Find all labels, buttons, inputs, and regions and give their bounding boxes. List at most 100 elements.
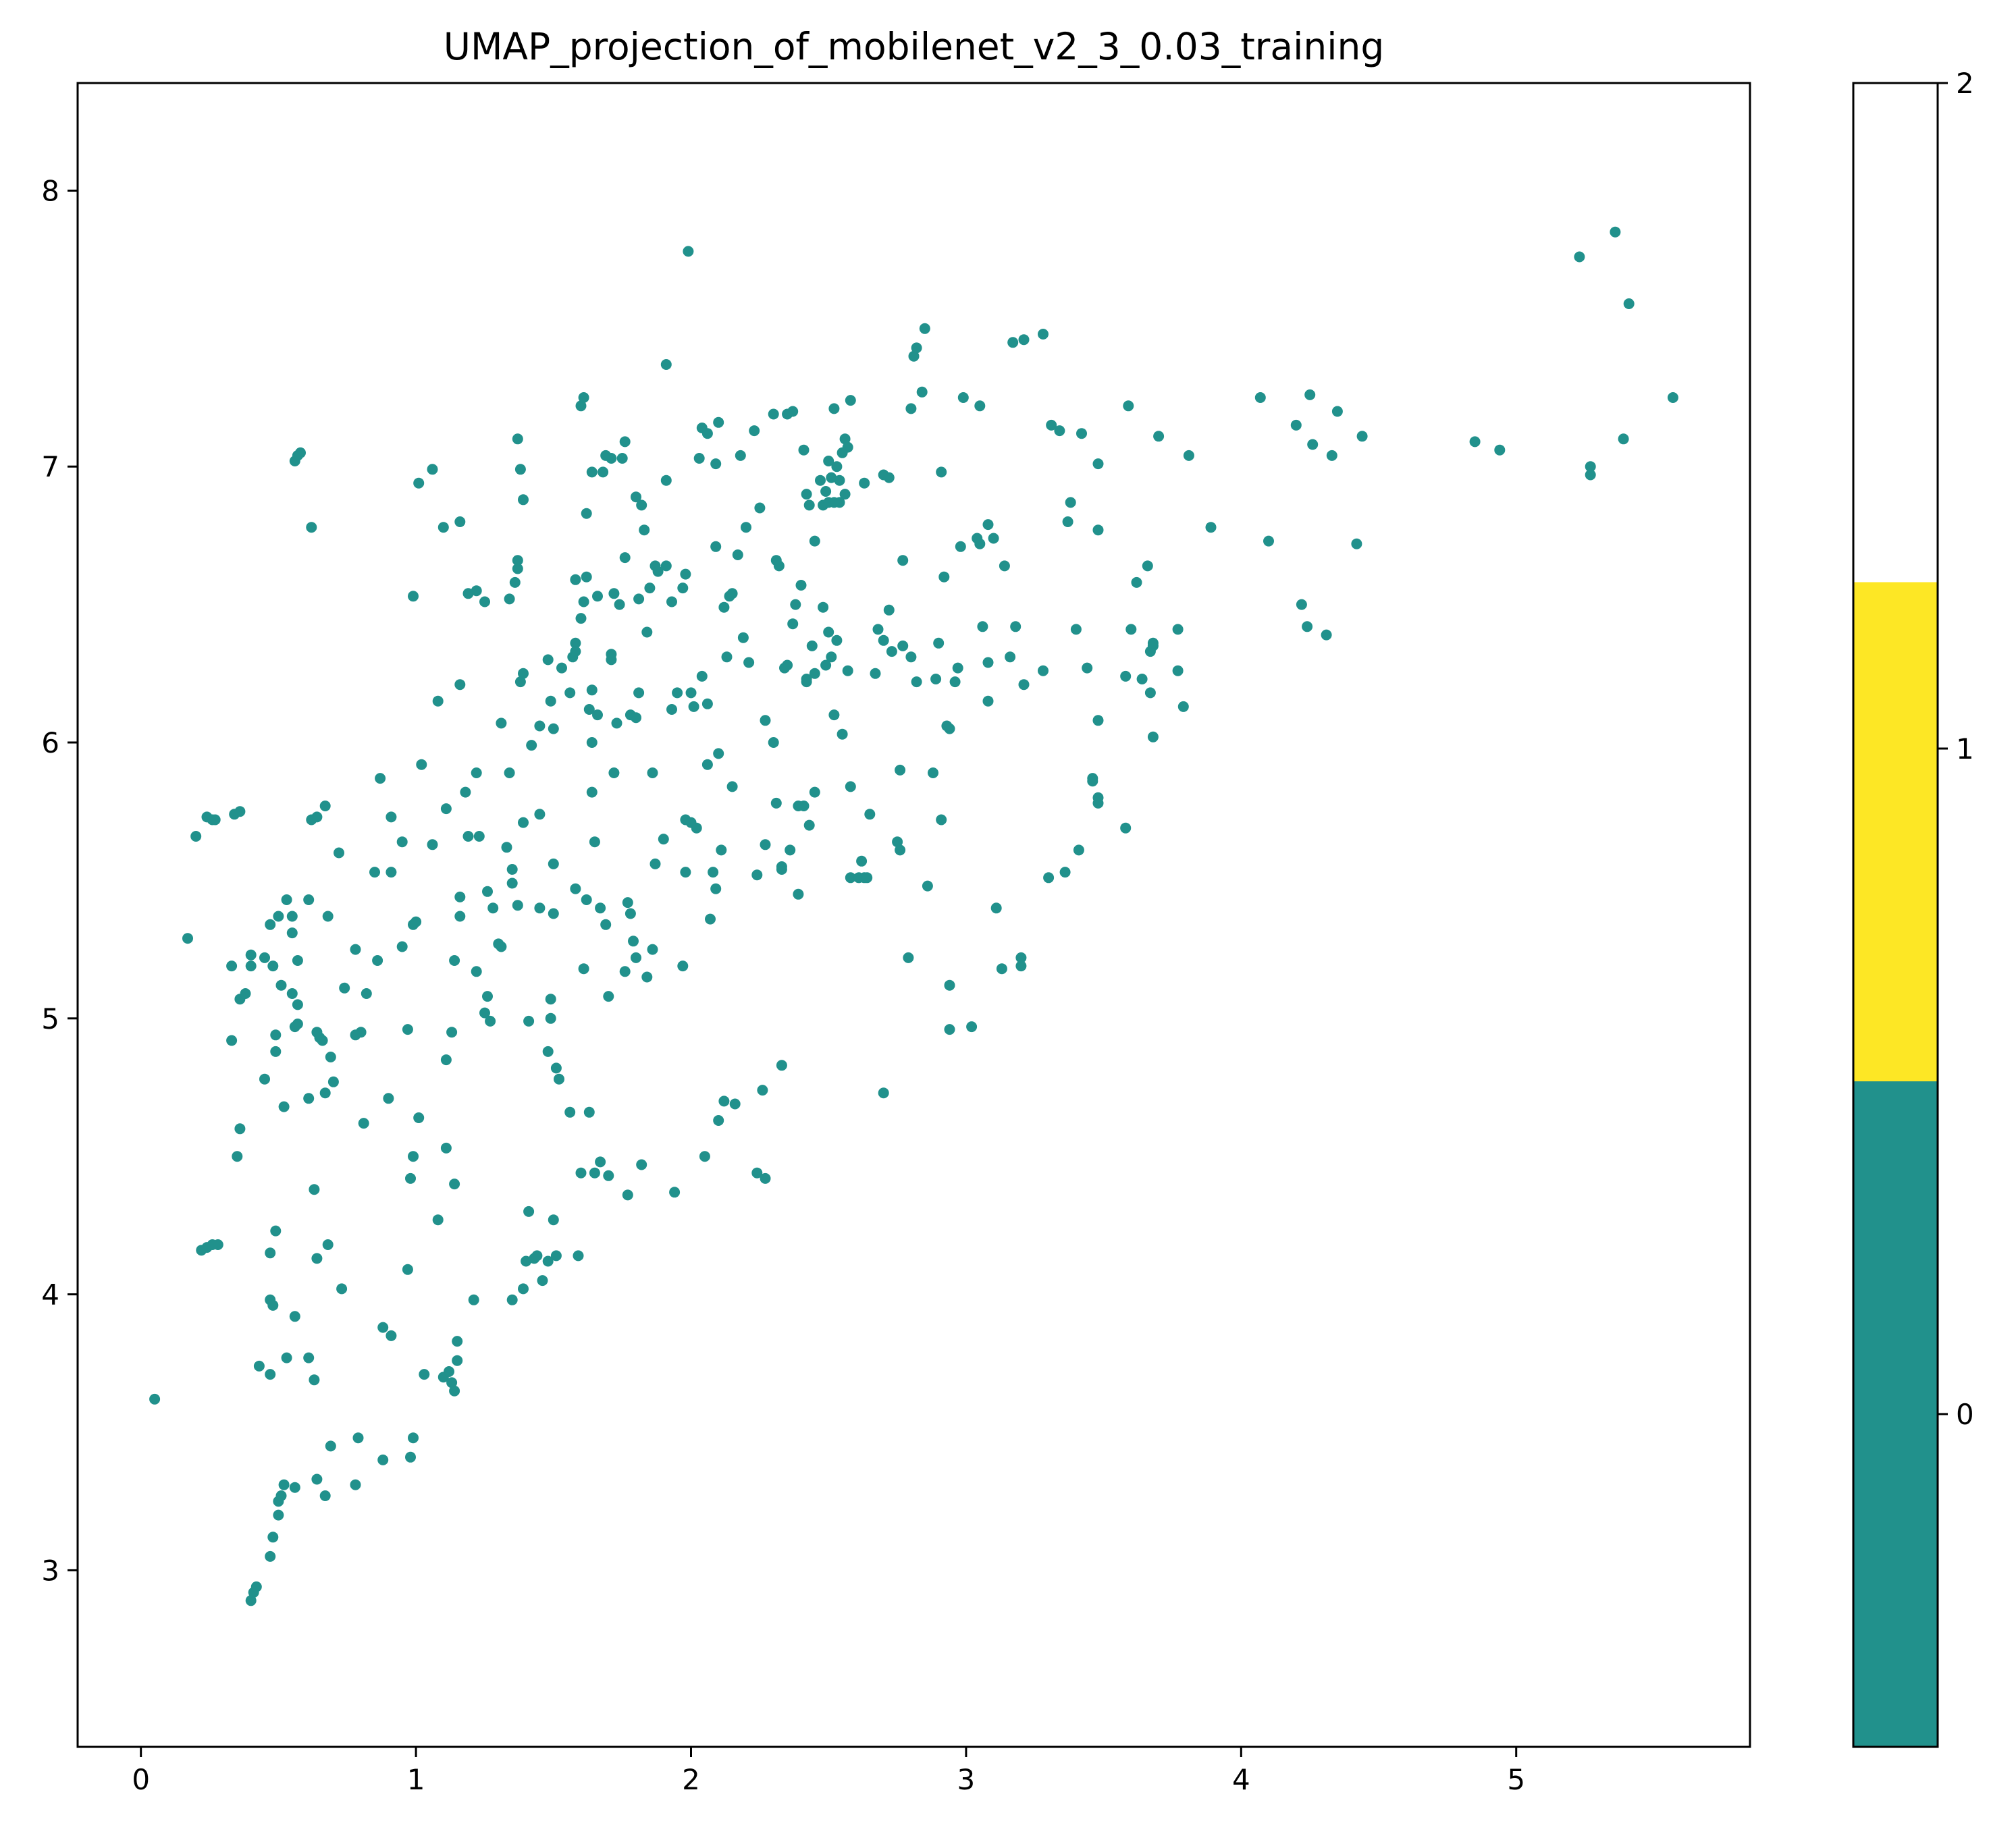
scatter-point (1618, 433, 1629, 445)
scatter-point (861, 872, 873, 884)
scatter-point (1043, 872, 1055, 884)
scatter-point (545, 1012, 556, 1024)
scatter-point (886, 646, 897, 657)
scatter-point (319, 1087, 331, 1099)
scatter-point (1125, 624, 1137, 635)
scatter-point (270, 1046, 282, 1057)
scatter-point (955, 541, 966, 552)
scatter-point (606, 453, 617, 464)
scatter-point (311, 1253, 323, 1264)
scatter-point (633, 593, 645, 605)
scatter-point (897, 555, 909, 566)
scatter-point (570, 637, 581, 649)
scatter-point (1092, 458, 1104, 470)
scatter-point (259, 1073, 270, 1085)
scatter-point (1070, 624, 1082, 635)
scatter-point (534, 902, 546, 914)
scatter-point (966, 1021, 978, 1033)
scatter-point (350, 944, 361, 955)
scatter-point (990, 902, 1002, 914)
scatter-point (809, 786, 820, 798)
x-axis: 0 1 2 3 4 5 (132, 1747, 1525, 1796)
scatter-point (350, 1479, 361, 1490)
scatter-point (1302, 621, 1313, 632)
scatter-point (295, 447, 306, 458)
scatter-point (996, 963, 1007, 975)
scatter-point (809, 535, 820, 547)
scatter-point (275, 1490, 287, 1501)
scatter-point (514, 676, 526, 688)
scatter-point (859, 477, 870, 489)
scatter-point (1585, 469, 1596, 481)
scatter-point (820, 486, 832, 497)
colorbar-segment (1853, 1081, 1938, 1747)
colorbar-tick-label: 1 (1956, 732, 1974, 765)
scatter-point (1092, 797, 1104, 809)
scatter-point (209, 814, 221, 826)
scatter-point (834, 497, 845, 508)
scatter-point (589, 1167, 600, 1179)
scatter-point (267, 960, 279, 972)
scatter-point (633, 687, 645, 699)
scatter-point (586, 684, 598, 696)
scatter-point (419, 1369, 430, 1380)
scatter-point (708, 867, 719, 878)
scatter-point (1082, 662, 1093, 674)
scatter-point (449, 1179, 460, 1190)
scatter-point (386, 811, 397, 823)
scatter-point (234, 806, 246, 817)
scatter-point (760, 839, 771, 850)
colorbar-frame (1852, 82, 1939, 1748)
scatter-point (405, 1172, 416, 1184)
scatter-point (479, 1007, 490, 1019)
plot-frame (76, 82, 1751, 1748)
colorbar-tick-label: 2 (1956, 67, 1974, 100)
scatter-point (1038, 665, 1049, 676)
scatter-point (818, 601, 829, 613)
scatter-point (809, 668, 820, 679)
scatter-point (542, 1046, 554, 1057)
scatter-point (270, 1225, 282, 1237)
scatter-point (454, 679, 466, 691)
scatter-point (452, 1336, 463, 1347)
scatter-point (578, 963, 589, 975)
scatter-point (352, 1432, 364, 1444)
scatter-point (680, 867, 691, 878)
scatter-point (631, 952, 641, 963)
scatter-point (303, 1352, 315, 1363)
scatter-point (710, 883, 722, 894)
scatter-point (259, 952, 270, 963)
scatter-point (479, 596, 490, 607)
scatter-point (410, 916, 422, 927)
scatter-point (1667, 392, 1678, 403)
scatter-point (701, 698, 713, 709)
scatter-point (1623, 298, 1635, 309)
scatter-point (611, 718, 622, 729)
scatter-point (776, 864, 787, 875)
scatter-point (325, 1440, 336, 1452)
scatter-point (586, 786, 598, 798)
scatter-point (845, 872, 856, 884)
scatter-point (542, 654, 554, 666)
scatter-point (801, 674, 812, 684)
y-tick-label: 7 (41, 450, 59, 483)
scatter-point (760, 715, 771, 726)
scatter-point (319, 1490, 331, 1501)
scatter-point (1038, 329, 1049, 340)
scatter-point (628, 936, 639, 947)
scatter-point (564, 1106, 576, 1118)
scatter-point (1574, 251, 1585, 263)
scatter-point (837, 728, 848, 740)
scatter-point (506, 1294, 518, 1305)
scatter-point (795, 580, 807, 591)
scatter-point (548, 908, 559, 919)
scatter-point (647, 944, 658, 955)
colorbar-segment (1853, 582, 1938, 1081)
scatter-point (512, 433, 523, 445)
scatter-point (1136, 674, 1148, 684)
scatter-point (922, 880, 933, 892)
scatter-point (793, 888, 804, 900)
scatter-point (831, 461, 843, 472)
scatter-point (787, 618, 799, 630)
scatter-point (396, 836, 408, 848)
